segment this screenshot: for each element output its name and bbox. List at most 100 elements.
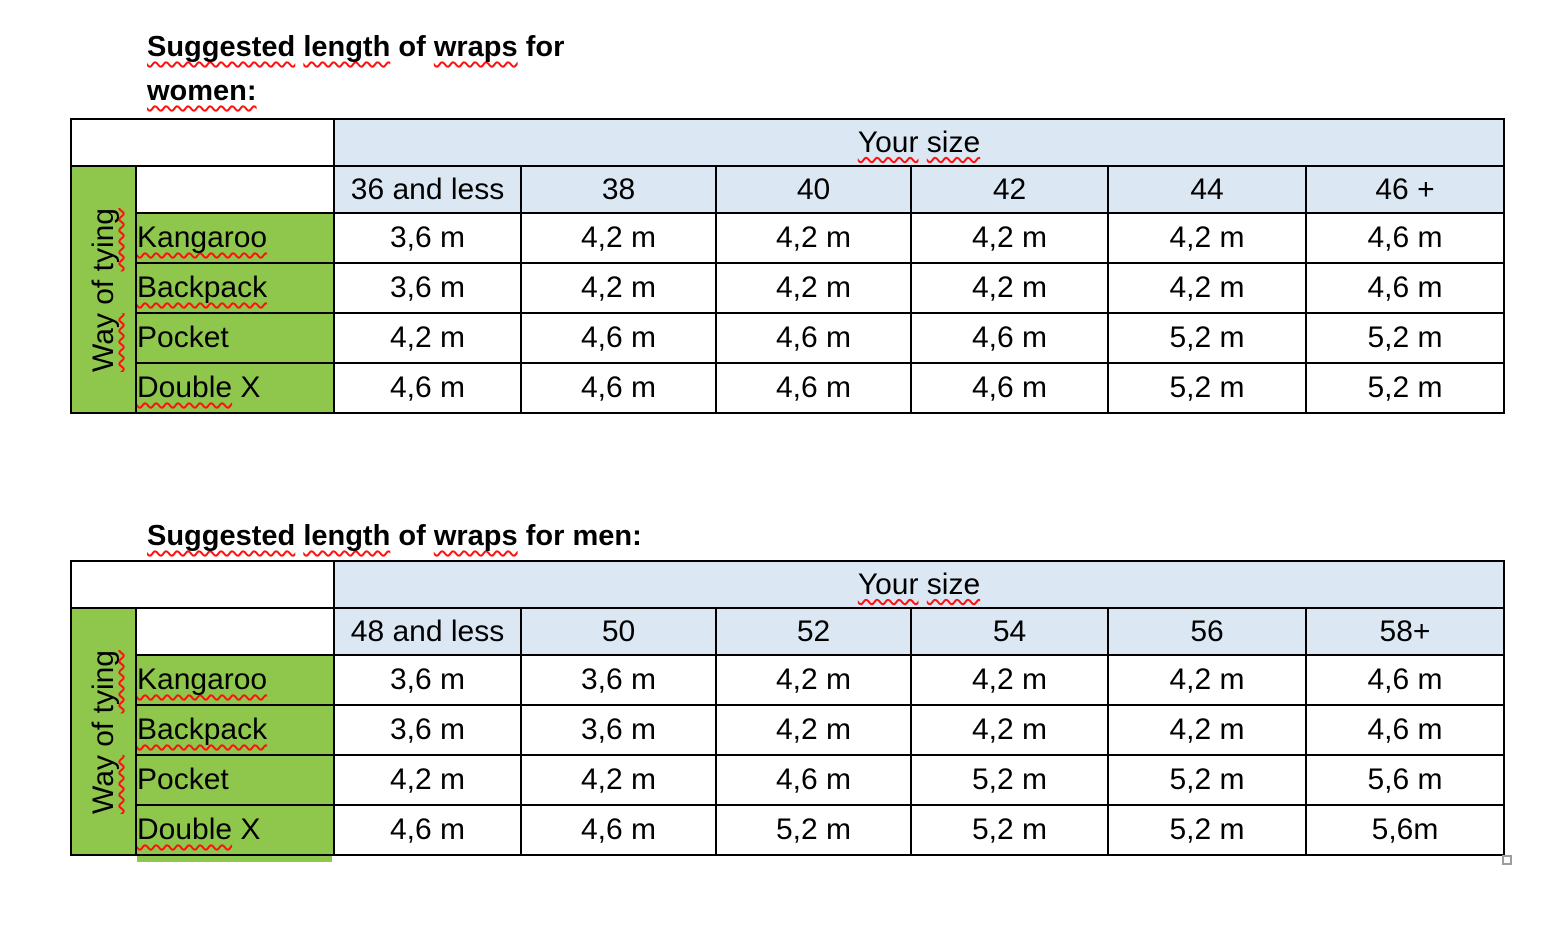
length-cell: 4,6 m bbox=[333, 362, 522, 414]
title-word: of bbox=[398, 520, 426, 552]
women-wrap-length-table: Your size Way of tying 36 and less 38 40… bbox=[70, 118, 1505, 414]
table-row: Backpack 3,6 m 3,6 m 4,2 m 4,2 m 4,2 m 4… bbox=[71, 704, 1505, 756]
your-size-header: Your size bbox=[333, 560, 1505, 609]
table-row: Kangaroo 3,6 m 4,2 m 4,2 m 4,2 m 4,2 m 4… bbox=[71, 212, 1505, 264]
men-wrap-length-table: Your size Way of tying 48 and less 50 52… bbox=[70, 560, 1505, 856]
length-cell: 5,2 m bbox=[1305, 362, 1505, 414]
size-column-header: 36 and less bbox=[333, 165, 522, 214]
title-word: wraps bbox=[433, 31, 518, 63]
row-label-kangaroo: Kangaroo bbox=[135, 212, 335, 264]
title-word: length bbox=[303, 520, 391, 552]
table-resize-handle[interactable] bbox=[1502, 855, 1512, 865]
label-word: Pocket bbox=[137, 321, 229, 354]
title-word: women: bbox=[147, 75, 257, 107]
length-cell: 4,2 m bbox=[520, 262, 717, 314]
size-column-header: 54 bbox=[910, 607, 1109, 656]
label-word: Double bbox=[137, 813, 233, 846]
table-row: Your size bbox=[70, 118, 1505, 167]
header-word: of bbox=[86, 279, 120, 305]
table-spacer-cell bbox=[70, 560, 335, 609]
way-of-tying-header: Way of tying bbox=[70, 165, 137, 414]
table-row: Kangaroo 3,6 m 3,6 m 4,2 m 4,2 m 4,2 m 4… bbox=[71, 654, 1505, 706]
label-word: Double bbox=[137, 371, 233, 404]
length-cell: 4,2 m bbox=[1107, 704, 1307, 756]
length-cell: 4,2 m bbox=[910, 654, 1109, 706]
title-word: length bbox=[303, 31, 391, 63]
label-column-fill-overflow bbox=[137, 853, 332, 862]
men-table-title: Suggested length of wraps for men: bbox=[147, 514, 642, 558]
empty-header-cell bbox=[135, 607, 335, 656]
size-column-header: 40 bbox=[715, 165, 912, 214]
length-cell: 4,6 m bbox=[520, 312, 717, 364]
length-cell: 4,2 m bbox=[520, 754, 717, 806]
length-cell: 4,6 m bbox=[715, 754, 912, 806]
title-word: men: bbox=[572, 520, 642, 552]
size-column-header: 58+ bbox=[1305, 607, 1505, 656]
length-cell: 5,2 m bbox=[910, 804, 1109, 856]
length-cell: 4,2 m bbox=[715, 704, 912, 756]
length-cell: 3,6 m bbox=[520, 654, 717, 706]
size-column-header: 56 bbox=[1107, 607, 1307, 656]
size-column-header: 50 bbox=[520, 607, 717, 656]
length-cell: 4,6 m bbox=[715, 312, 912, 364]
length-cell: 5,2 m bbox=[1305, 312, 1505, 364]
label-word: Backpack bbox=[137, 713, 268, 746]
table-row: Way of tying 36 and less 38 40 42 44 46 … bbox=[70, 165, 1505, 414]
header-word: size bbox=[926, 567, 981, 601]
label-word: Kangaroo bbox=[137, 663, 268, 696]
size-column-header: 42 bbox=[910, 165, 1109, 214]
length-cell: 3,6 m bbox=[333, 262, 522, 314]
length-cell: 5,2 m bbox=[1107, 362, 1307, 414]
table-row: Double X 4,6 m 4,6 m 5,2 m 5,2 m 5,2 m 5… bbox=[71, 804, 1505, 856]
table-row: Way of tying 48 and less 50 52 54 56 58+ bbox=[70, 607, 1505, 856]
length-cell: 4,6 m bbox=[1305, 654, 1505, 706]
length-cell: 4,6 m bbox=[333, 804, 522, 856]
size-column-header: 52 bbox=[715, 607, 912, 656]
way-of-tying-vertical-label: Way of tying bbox=[87, 208, 121, 372]
length-cell: 4,2 m bbox=[520, 212, 717, 264]
length-cell: 4,2 m bbox=[333, 754, 522, 806]
length-cell: 5,2 m bbox=[1107, 804, 1307, 856]
title-word: of bbox=[398, 31, 426, 63]
length-cell: 3,6 m bbox=[333, 212, 522, 264]
length-cell: 4,2 m bbox=[910, 704, 1109, 756]
length-cell: 4,6 m bbox=[910, 312, 1109, 364]
table-row: Your size bbox=[70, 560, 1505, 609]
length-cell: 4,6 m bbox=[715, 362, 912, 414]
length-cell: 4,2 m bbox=[715, 212, 912, 264]
title-word: for bbox=[525, 31, 565, 63]
length-cell: 3,6 m bbox=[333, 704, 522, 756]
way-of-tying-header: Way of tying bbox=[70, 607, 137, 856]
row-label-pocket: Pocket bbox=[135, 312, 335, 364]
length-cell: 4,6 m bbox=[520, 804, 717, 856]
length-cell: 4,2 m bbox=[715, 654, 912, 706]
length-cell: 5,2 m bbox=[715, 804, 912, 856]
table-row: Pocket 4,2 m 4,6 m 4,6 m 4,6 m 5,2 m 5,2… bbox=[71, 312, 1505, 364]
table-row: Double X 4,6 m 4,6 m 4,6 m 4,6 m 5,2 m 5… bbox=[71, 362, 1505, 414]
label-word: X bbox=[240, 371, 261, 404]
title-word: for bbox=[525, 520, 565, 552]
length-cell: 3,6 m bbox=[333, 654, 522, 706]
length-cell: 4,2 m bbox=[333, 312, 522, 364]
length-cell: 4,2 m bbox=[1107, 262, 1307, 314]
header-word: tying bbox=[86, 207, 120, 271]
length-cell: 5,2 m bbox=[910, 754, 1109, 806]
title-word: wraps bbox=[433, 520, 518, 552]
empty-header-cell bbox=[135, 165, 335, 214]
size-column-header: 38 bbox=[520, 165, 717, 214]
header-word: Way bbox=[86, 754, 120, 814]
row-label-backpack: Backpack bbox=[135, 704, 335, 756]
length-cell: 5,6m bbox=[1305, 804, 1505, 856]
length-cell: 4,2 m bbox=[715, 262, 912, 314]
way-of-tying-vertical-label: Way of tying bbox=[87, 650, 121, 814]
women-table-title: Suggested length of wraps for women: bbox=[147, 25, 564, 113]
length-cell: 3,6 m bbox=[520, 704, 717, 756]
table-row: Pocket 4,2 m 4,2 m 4,6 m 5,2 m 5,2 m 5,6… bbox=[71, 754, 1505, 806]
row-label-double-x: Double X bbox=[135, 362, 335, 414]
length-cell: 4,2 m bbox=[910, 212, 1109, 264]
length-cell: 4,6 m bbox=[1305, 704, 1505, 756]
length-cell: 5,2 m bbox=[1107, 312, 1307, 364]
length-cell: 4,2 m bbox=[910, 262, 1109, 314]
header-word: Your bbox=[857, 125, 919, 159]
length-cell: 4,2 m bbox=[1107, 212, 1307, 264]
